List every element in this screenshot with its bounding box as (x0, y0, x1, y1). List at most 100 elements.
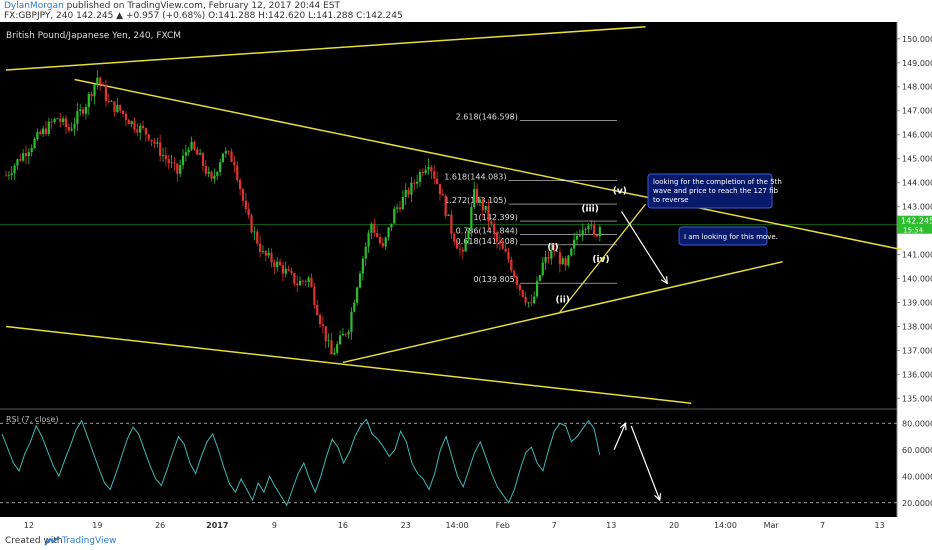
candle-body (398, 207, 402, 210)
time-tick-label: 23 (401, 521, 411, 530)
candle-body (324, 326, 327, 342)
candle-body (370, 223, 373, 233)
candle-body (584, 229, 587, 231)
candle-body (467, 230, 470, 240)
candle-body (581, 230, 584, 236)
candle-body (116, 104, 119, 113)
candle-body (316, 304, 319, 316)
price-chart[interactable]: British Pound/Japanese Yen, 240, FXCM 150… (0, 22, 932, 533)
candle-body (350, 311, 353, 332)
candle-body (401, 197, 404, 210)
time-tick-label: 14:00 (714, 521, 737, 530)
candle-body (441, 194, 444, 196)
candle-body (384, 237, 387, 247)
candle-body (573, 239, 576, 249)
time-tick-label: 7 (820, 521, 825, 530)
time-tick-label: 9 (272, 521, 277, 530)
annotation-text: looking for the completion of the 5th (653, 178, 782, 186)
candle-body (587, 225, 590, 230)
candle-body (173, 162, 176, 164)
time-tick-label: 20 (669, 521, 679, 530)
candle-body (455, 241, 459, 249)
candle-body (487, 206, 490, 222)
candle-body (264, 251, 267, 256)
candle-body (333, 352, 336, 355)
candle-body (33, 139, 36, 148)
candle-body (119, 104, 122, 111)
candle-body (244, 200, 247, 210)
candle-body (258, 243, 262, 252)
candle-body (507, 251, 510, 260)
tradingview-logo-icon (44, 536, 60, 546)
candle-body (76, 111, 79, 124)
trend-line (74, 78, 903, 251)
candle-body (424, 169, 427, 174)
candle-body (16, 159, 19, 166)
candle-body (541, 262, 544, 276)
price-axis-background (897, 22, 932, 517)
rsi-up-arrow (613, 423, 627, 450)
candle-body (321, 324, 325, 327)
candle-body (184, 152, 187, 156)
candle-body (239, 179, 242, 190)
candle-body (410, 182, 413, 195)
candle-body (199, 153, 202, 155)
tradingview-brand[interactable]: TradingView (62, 536, 117, 546)
candle-body (144, 128, 147, 135)
candle-body (261, 251, 265, 252)
time-tick-label: Mar (764, 521, 780, 530)
candle-body (241, 189, 245, 201)
candle-body (187, 149, 190, 153)
candle-body (347, 331, 350, 335)
candle-body (481, 199, 484, 211)
candle-body (344, 333, 347, 335)
candle-body (7, 174, 10, 176)
candle-body (444, 195, 447, 216)
candle-body (161, 155, 165, 157)
candle-body (133, 121, 136, 130)
candle-body (590, 224, 593, 226)
candle-body (438, 183, 442, 195)
candle-body (30, 147, 33, 153)
price-tick-label: 148.000 (902, 83, 932, 92)
candle-body (296, 283, 299, 286)
candle-body (501, 243, 504, 249)
candle-body (22, 153, 25, 161)
candle-body (73, 123, 76, 129)
published-text: published on TradingView.com, February 1… (66, 1, 341, 11)
candle-body (50, 121, 53, 123)
price-tick-label: 140.000 (902, 275, 932, 284)
candle-body (515, 276, 519, 285)
candle-body (81, 109, 85, 114)
candle-body (47, 121, 50, 135)
candle-body (304, 281, 307, 283)
price-tick-label: 146.000 (902, 131, 932, 140)
time-tick-label: 16 (338, 521, 348, 530)
candle-body (256, 231, 259, 244)
trend-line (342, 261, 783, 364)
candle-body (253, 231, 256, 233)
candle-body (475, 189, 479, 203)
author-link[interactable]: DylanMorgan (4, 1, 64, 11)
time-tick-label: 2017 (206, 521, 228, 530)
price-tick-label: 137.000 (902, 346, 932, 355)
time-tick-label: 26 (155, 521, 165, 530)
wave-label: (iv) (592, 255, 609, 265)
price-tick-label: 144.000 (902, 179, 932, 188)
candle-body (330, 340, 333, 355)
candle-body (190, 141, 193, 150)
candle-body (121, 110, 125, 114)
candle-body (278, 261, 282, 266)
candle-body (318, 315, 322, 325)
candle-body (461, 249, 464, 252)
candle-body (404, 189, 407, 198)
candle-body (276, 261, 279, 268)
candle-body (464, 239, 467, 252)
candle-body (27, 152, 30, 157)
plot-background (0, 22, 897, 517)
candle-body (287, 269, 290, 271)
candle-body (341, 333, 344, 336)
candle-body (498, 241, 502, 244)
candle-body (490, 221, 493, 224)
fib-level-label: 1.618(144.083) (444, 173, 506, 182)
